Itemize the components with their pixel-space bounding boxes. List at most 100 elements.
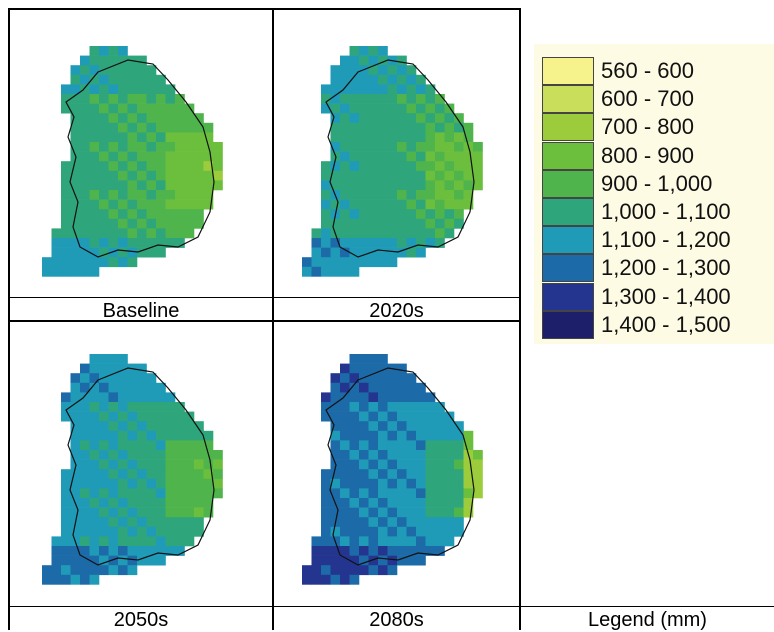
raster-cell xyxy=(137,382,147,393)
raster-cell xyxy=(416,180,426,191)
raster-cell xyxy=(425,103,436,114)
raster-cell xyxy=(89,94,100,104)
raster-cell xyxy=(330,421,341,432)
raster-cell xyxy=(89,363,100,374)
raster-cell xyxy=(80,132,90,143)
raster-cell xyxy=(146,536,157,547)
raster-cell xyxy=(51,238,62,248)
raster-cell xyxy=(99,46,109,56)
raster-cell xyxy=(311,536,322,547)
raster-cell xyxy=(330,180,341,191)
raster-cell xyxy=(156,122,166,133)
raster-cell xyxy=(89,218,100,229)
raster-cell xyxy=(175,450,185,460)
raster-cell xyxy=(99,536,109,547)
raster-cell xyxy=(454,526,464,537)
raster-cell xyxy=(340,199,350,210)
raster-cell xyxy=(387,488,398,499)
raster-cell xyxy=(70,113,81,124)
raster-cell xyxy=(108,430,119,441)
raster-cell xyxy=(330,469,341,480)
raster-cell xyxy=(378,46,388,56)
raster-cell xyxy=(311,266,322,277)
raster-cell xyxy=(321,266,331,277)
raster-cell xyxy=(378,122,388,133)
raster-cell xyxy=(80,574,90,585)
raster-cell xyxy=(127,180,138,191)
raster-cell xyxy=(80,113,90,124)
raster-cell xyxy=(127,228,138,239)
raster-cell xyxy=(416,450,426,460)
raster-cell xyxy=(89,354,100,364)
raster-cell xyxy=(156,411,166,422)
legend-swatch xyxy=(542,226,594,255)
raster-cell xyxy=(387,209,398,220)
raster-cell xyxy=(425,440,436,451)
raster-cell xyxy=(321,555,331,566)
raster-cell xyxy=(175,218,185,229)
raster-cell xyxy=(175,170,185,181)
raster-cell xyxy=(70,565,81,576)
raster-cell xyxy=(378,440,388,451)
raster-cell xyxy=(463,151,474,162)
raster-cell xyxy=(349,373,360,384)
raster-cell xyxy=(397,478,407,489)
raster-cell xyxy=(359,190,369,200)
raster-cell xyxy=(89,190,100,200)
raster-cell xyxy=(165,440,176,451)
raster-cell xyxy=(184,218,195,229)
raster-cell xyxy=(70,266,81,277)
raster-cell xyxy=(349,555,360,566)
raster-cell xyxy=(387,94,398,104)
raster-cell xyxy=(89,402,100,412)
raster-cell xyxy=(99,507,109,518)
raster-cell xyxy=(340,142,350,152)
raster-cell xyxy=(146,122,157,133)
raster-cell xyxy=(118,218,128,229)
raster-cell xyxy=(387,65,398,76)
raster-cell xyxy=(368,373,379,384)
raster-cell xyxy=(330,247,341,258)
raster-cell xyxy=(397,498,407,508)
raster-cell xyxy=(99,565,109,576)
raster-cell xyxy=(175,94,185,104)
raster-cell xyxy=(425,132,436,143)
legend-label: 600 - 700 xyxy=(601,86,694,112)
raster-cell xyxy=(194,199,204,210)
raster-cell xyxy=(175,536,185,547)
raster-cell xyxy=(61,555,71,566)
raster-cell xyxy=(146,74,157,85)
raster-cell xyxy=(137,218,147,229)
raster-cell xyxy=(108,555,119,566)
raster-cell xyxy=(165,469,176,480)
raster-cell xyxy=(397,546,407,556)
raster-cell xyxy=(340,65,350,76)
raster-cell xyxy=(368,546,379,556)
raster-cell xyxy=(368,161,379,172)
raster-cell xyxy=(349,421,360,432)
raster-cell xyxy=(146,228,157,239)
raster-cell xyxy=(311,546,322,556)
raster-cell xyxy=(425,180,436,191)
raster-cell xyxy=(340,247,350,258)
raster-cell xyxy=(359,84,369,95)
raster-cell xyxy=(368,478,379,489)
raster-cell xyxy=(80,238,90,248)
raster-cell xyxy=(359,103,369,114)
raster-cell xyxy=(444,132,455,143)
raster-cell xyxy=(378,546,388,556)
raster-cell xyxy=(397,218,407,229)
raster-cell xyxy=(330,546,341,556)
raster-cell xyxy=(127,170,138,181)
raster-cell xyxy=(80,411,90,422)
raster-cell xyxy=(330,565,341,576)
raster-cell xyxy=(118,507,128,518)
raster-cell xyxy=(203,488,214,499)
raster-cell xyxy=(368,94,379,104)
raster-cell xyxy=(444,103,455,114)
raster-cell xyxy=(321,478,331,489)
raster-cell xyxy=(378,517,388,528)
raster-cell xyxy=(80,257,90,268)
raster-cell xyxy=(118,565,128,576)
raster-cell xyxy=(70,430,81,441)
